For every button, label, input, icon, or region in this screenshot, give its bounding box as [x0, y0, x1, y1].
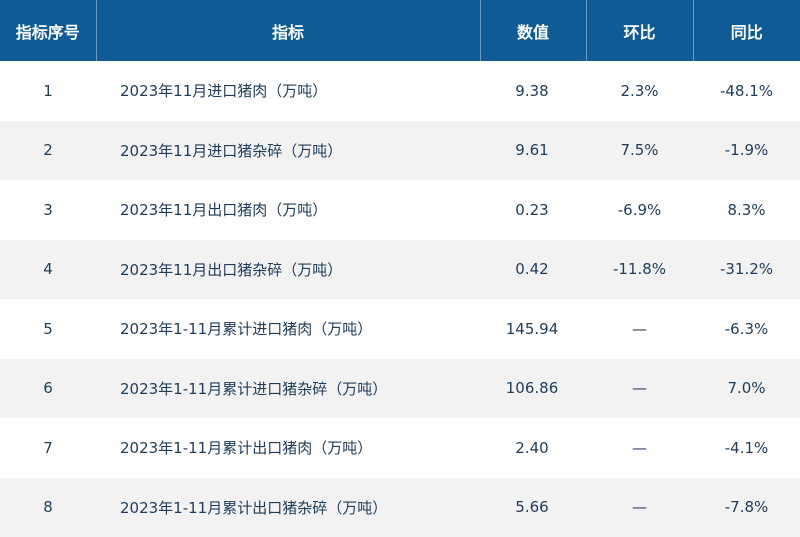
header-value: 数值: [479, 0, 586, 61]
cell-yoy: -6.3%: [693, 299, 800, 359]
cell-mom: -11.8%: [586, 239, 693, 299]
cell-mom: —: [586, 299, 693, 359]
table-body: 1 2023年11月进口猪肉（万吨） 9.38 2.3% -48.1% 2 20…: [0, 61, 800, 537]
cell-indicator: 2023年11月进口猪肉（万吨）: [96, 61, 480, 121]
table-row: 7 2023年1-11月累计出口猪肉（万吨） 2.40 — -4.1%: [0, 418, 800, 478]
cell-index: 5: [0, 299, 96, 359]
cell-index: 7: [0, 418, 96, 478]
cell-yoy: -1.9%: [693, 120, 800, 180]
cell-yoy: -7.8%: [693, 477, 800, 537]
table-row: 5 2023年1-11月累计进口猪肉（万吨） 145.94 — -6.3%: [0, 299, 800, 359]
cell-indicator: 2023年1-11月累计进口猪肉（万吨）: [96, 299, 480, 359]
cell-mom: —: [586, 477, 693, 537]
cell-value: 9.38: [480, 61, 586, 121]
cell-indicator: 2023年1-11月累计进口猪杂碎（万吨）: [96, 358, 480, 418]
cell-yoy: -31.2%: [693, 239, 800, 299]
header-mom: 环比: [585, 0, 693, 61]
header-indicator: 指标: [95, 0, 480, 61]
header-yoy: 同比: [692, 0, 800, 61]
cell-index: 6: [0, 358, 96, 418]
cell-yoy: -4.1%: [693, 418, 800, 478]
cell-value: 106.86: [480, 358, 586, 418]
table-row: 2 2023年11月进口猪杂碎（万吨） 9.61 7.5% -1.9%: [0, 120, 800, 180]
table-row: 1 2023年11月进口猪肉（万吨） 9.38 2.3% -48.1%: [0, 61, 800, 121]
table-row: 6 2023年1-11月累计进口猪杂碎（万吨） 106.86 — 7.0%: [0, 358, 800, 418]
header-index: 指标序号: [0, 0, 96, 61]
cell-index: 4: [0, 239, 96, 299]
cell-value: 2.40: [480, 418, 586, 478]
cell-mom: —: [586, 358, 693, 418]
cell-indicator: 2023年1-11月累计出口猪杂碎（万吨）: [96, 477, 480, 537]
table-header: 指标序号 指标 数值 环比 同比: [0, 0, 800, 61]
cell-mom: —: [586, 418, 693, 478]
cell-value: 0.23: [480, 180, 586, 240]
cell-mom: 7.5%: [586, 120, 693, 180]
cell-indicator: 2023年11月出口猪肉（万吨）: [96, 180, 480, 240]
cell-mom: 2.3%: [586, 61, 693, 121]
table-row: 3 2023年11月出口猪肉（万吨） 0.23 -6.9% 8.3%: [0, 180, 800, 240]
table-row: 8 2023年1-11月累计出口猪杂碎（万吨） 5.66 — -7.8%: [0, 477, 800, 537]
cell-value: 9.61: [480, 120, 586, 180]
header-row: 指标序号 指标 数值 环比 同比: [0, 0, 800, 61]
cell-value: 145.94: [480, 299, 586, 359]
cell-indicator: 2023年11月出口猪杂碎（万吨）: [96, 239, 480, 299]
cell-yoy: 7.0%: [693, 358, 800, 418]
cell-indicator: 2023年1-11月累计出口猪肉（万吨）: [96, 418, 480, 478]
cell-yoy: 8.3%: [693, 180, 800, 240]
cell-index: 2: [0, 120, 96, 180]
cell-mom: -6.9%: [586, 180, 693, 240]
cell-value: 0.42: [480, 239, 586, 299]
cell-index: 8: [0, 477, 96, 537]
cell-indicator: 2023年11月进口猪杂碎（万吨）: [96, 120, 480, 180]
cell-index: 3: [0, 180, 96, 240]
cell-value: 5.66: [480, 477, 586, 537]
table-row: 4 2023年11月出口猪杂碎（万吨） 0.42 -11.8% -31.2%: [0, 239, 800, 299]
cell-yoy: -48.1%: [693, 61, 800, 121]
cell-index: 1: [0, 61, 96, 121]
